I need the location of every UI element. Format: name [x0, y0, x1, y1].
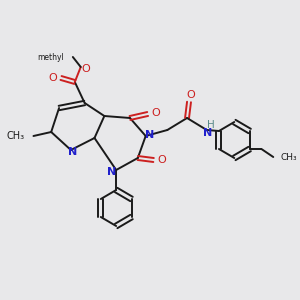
- Text: N: N: [145, 130, 154, 140]
- Text: methyl: methyl: [37, 52, 64, 62]
- Text: O: O: [157, 155, 166, 165]
- Text: N: N: [203, 128, 212, 138]
- Text: O: O: [151, 108, 160, 118]
- Text: CH₃: CH₃: [7, 131, 25, 141]
- Text: O: O: [187, 90, 195, 100]
- Text: O: O: [81, 64, 90, 74]
- Text: H: H: [207, 120, 214, 130]
- Text: CH₃: CH₃: [280, 152, 297, 161]
- Text: N: N: [106, 167, 116, 177]
- Text: N: N: [68, 147, 77, 157]
- Text: O: O: [49, 73, 58, 83]
